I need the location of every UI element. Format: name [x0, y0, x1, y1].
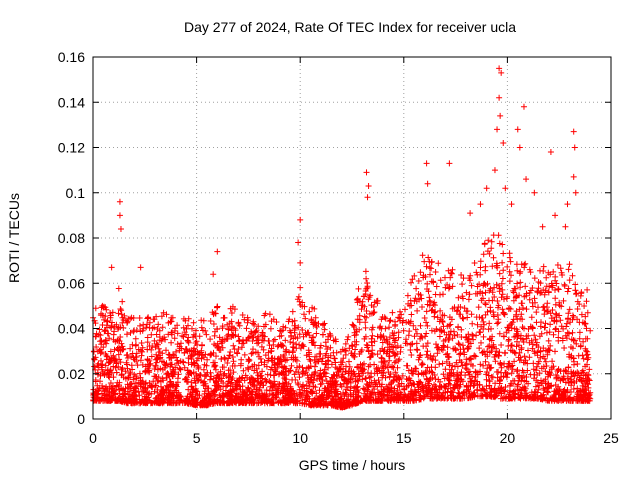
roti-peak-point	[491, 167, 498, 174]
roti-peak-point	[547, 149, 554, 156]
roti-peak-point	[531, 189, 538, 196]
roti-peak-point	[297, 216, 304, 223]
y-tick-label: 0.02	[58, 366, 85, 382]
roti-peak-point	[562, 223, 569, 230]
roti-peak-point	[116, 212, 123, 219]
roti-peak-point	[539, 223, 546, 230]
roti-peak-point	[295, 239, 302, 246]
roti-peak-point	[483, 185, 490, 192]
x-tick-label: 10	[292, 430, 308, 446]
y-tick-label: 0.1	[66, 185, 86, 201]
roti-peak-point	[570, 173, 577, 180]
chart-title: Day 277 of 2024, Rate Of TEC Index for r…	[184, 19, 516, 35]
roti-peak-point	[523, 176, 530, 183]
y-tick-label: 0.06	[58, 275, 85, 291]
roti-peak-point	[496, 65, 503, 72]
roti-peak-point	[514, 126, 521, 133]
roti-peak-point	[108, 264, 115, 271]
roti-peak-point	[364, 194, 371, 201]
roti-peak-point	[214, 248, 221, 255]
roti-peak-point	[116, 198, 123, 205]
roti-peak-point	[297, 259, 304, 266]
x-tick-label: 25	[603, 430, 619, 446]
roti-peak-point	[137, 264, 144, 271]
roti-peak-point	[494, 126, 501, 133]
roti-peak-point	[423, 160, 430, 167]
roti-peak-point	[117, 225, 124, 232]
grid-lines	[93, 57, 611, 419]
x-tick-label: 20	[500, 430, 516, 446]
y-tick-label: 0.12	[58, 140, 85, 156]
roti-peak-point	[477, 201, 484, 208]
x-tick-label: 0	[89, 430, 97, 446]
roti-peak-point	[496, 94, 503, 101]
y-tick-label: 0.08	[58, 230, 85, 246]
roti-peak-point	[516, 144, 523, 151]
roti-peak-point	[500, 139, 507, 146]
x-tick-label: 5	[193, 430, 201, 446]
y-axis-label: ROTI / TECUs	[6, 193, 22, 283]
roti-peak-point	[365, 182, 372, 189]
roti-peak-point	[571, 144, 578, 151]
roti-peak-point	[552, 212, 559, 219]
roti-point-cloud	[90, 232, 594, 411]
roti-peak-point	[363, 169, 370, 176]
roti-peak-point	[508, 201, 515, 208]
x-axis-label: GPS time / hours	[299, 457, 406, 473]
roti-peak-point	[564, 201, 571, 208]
roti-peak-point	[467, 210, 474, 217]
y-tick-label: 0	[77, 411, 85, 427]
roti-peak-point	[502, 185, 509, 192]
roti-peak-point	[210, 271, 217, 278]
x-tick-labels: 0 5 10 15 20 25	[89, 430, 619, 446]
roti-peak-point	[497, 112, 504, 119]
y-tick-labels: 0 0.02 0.04 0.06 0.08 0.1 0.12 0.14 0.16	[58, 49, 85, 427]
roti-peak-point	[572, 189, 579, 196]
y-tick-label: 0.16	[58, 49, 85, 65]
x-tick-label: 15	[396, 430, 412, 446]
roti-peak-point	[424, 180, 431, 187]
roti-peak-point	[520, 103, 527, 110]
y-tick-label: 0.04	[58, 321, 85, 337]
data-points	[90, 65, 594, 411]
roti-peak-point	[446, 160, 453, 167]
y-tick-label: 0.14	[58, 94, 85, 110]
roti-peak-point	[498, 69, 505, 76]
roti-peak-point	[570, 128, 577, 135]
axis-ticks	[92, 56, 612, 420]
